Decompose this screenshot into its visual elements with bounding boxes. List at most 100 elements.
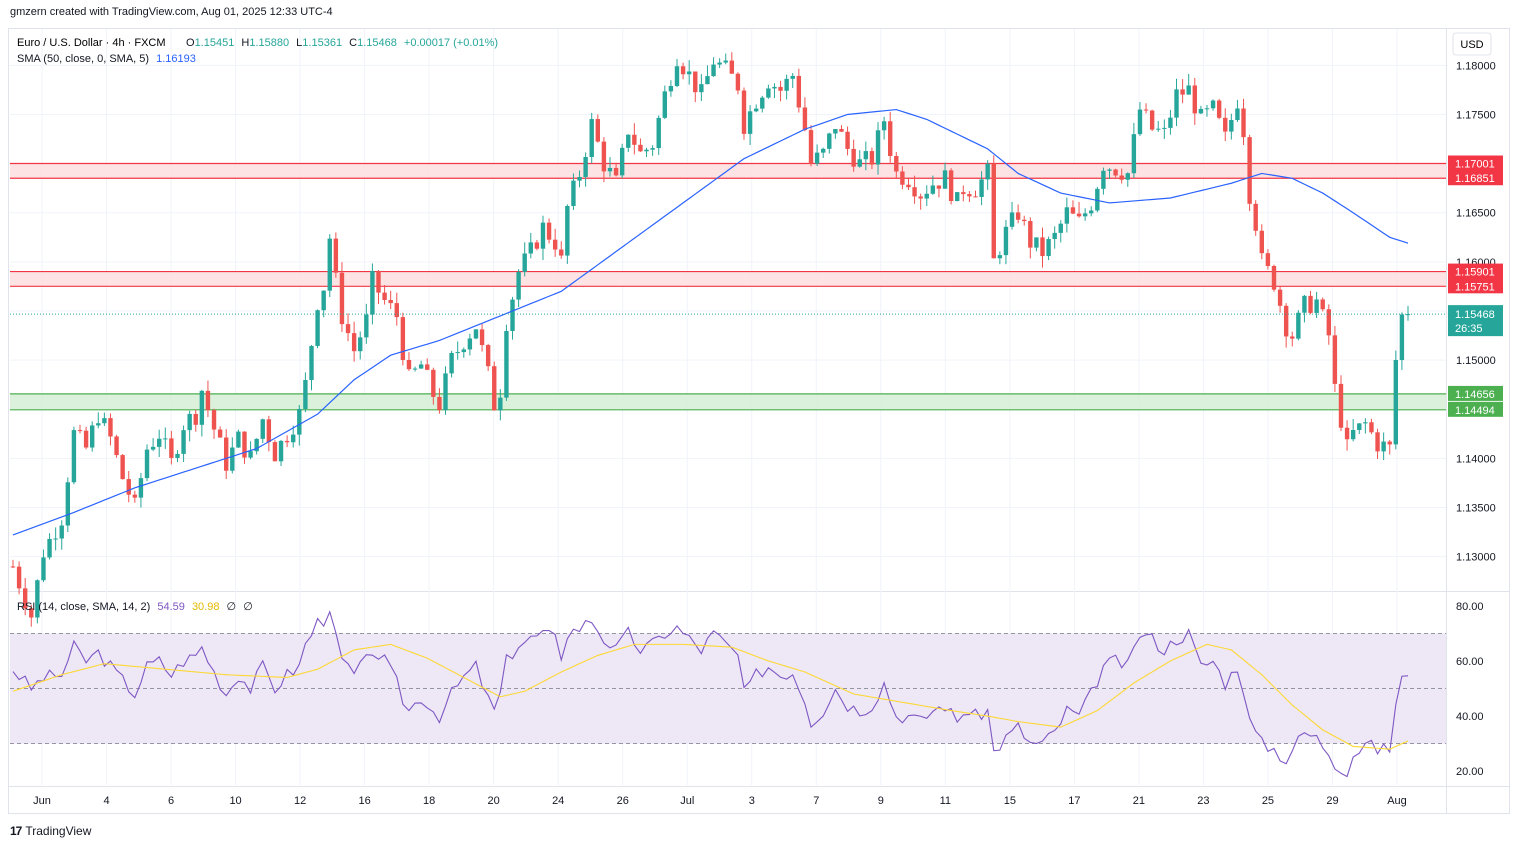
candle	[29, 604, 34, 627]
candle	[662, 85, 668, 119]
candle-body	[479, 329, 485, 346]
candle	[979, 171, 984, 206]
time-tick-label: Jun	[33, 795, 51, 807]
candle	[498, 389, 503, 421]
candle	[1302, 294, 1307, 323]
candle-body	[1162, 127, 1167, 129]
candle	[747, 105, 753, 146]
candle-body	[35, 580, 40, 618]
candle-body	[254, 438, 259, 452]
candle	[875, 122, 881, 175]
candle-body	[443, 373, 448, 411]
candle-body	[321, 290, 326, 311]
rsi-ma-line	[12, 643, 1409, 750]
candle	[1314, 291, 1319, 319]
candle	[473, 329, 479, 340]
candle	[187, 410, 192, 442]
candle	[1290, 331, 1295, 347]
time-tick-label: 6	[168, 795, 174, 807]
candle-body	[559, 249, 564, 256]
candle	[437, 388, 442, 414]
candle	[41, 549, 46, 583]
candle-body	[540, 222, 546, 249]
candle-body	[1363, 422, 1368, 424]
candle-body	[1344, 427, 1350, 440]
candle-body	[1216, 100, 1222, 118]
candle-body	[936, 185, 942, 189]
candle-body	[71, 430, 77, 483]
candle	[1064, 197, 1070, 233]
candle-body	[1326, 309, 1332, 336]
time-tick-label: Aug	[1387, 795, 1407, 807]
candle	[930, 175, 936, 195]
candle-body	[546, 222, 552, 240]
candle-body	[1125, 173, 1130, 180]
candle	[1271, 264, 1277, 292]
candle-body	[351, 333, 357, 352]
candle-body	[613, 167, 619, 176]
candle	[644, 147, 649, 158]
candle	[711, 57, 716, 77]
candle-body	[345, 324, 351, 334]
candle-body	[741, 90, 747, 134]
candle-body	[1101, 170, 1106, 189]
candle	[632, 123, 637, 155]
candle	[1247, 134, 1252, 212]
candle-body	[948, 170, 954, 202]
rsi-tick-label: 20.00	[1456, 766, 1484, 778]
candle-body	[1375, 432, 1380, 452]
price-tick-label: 1.13500	[1456, 502, 1496, 514]
candle	[1332, 325, 1338, 393]
candle-body	[760, 97, 765, 109]
candle-body	[297, 408, 302, 435]
candle-body	[955, 192, 960, 202]
candle-body	[565, 205, 570, 256]
candle	[613, 162, 619, 177]
sma-series	[12, 108, 1409, 536]
candle-body	[41, 557, 46, 581]
candle-body	[662, 91, 668, 118]
candle-body	[418, 364, 424, 369]
candle	[443, 366, 448, 415]
candle	[400, 312, 406, 366]
candle	[729, 52, 735, 74]
candle-body	[1064, 207, 1070, 224]
candle-body	[394, 303, 399, 318]
candle	[431, 367, 436, 405]
candle-body	[278, 440, 284, 462]
candle	[869, 147, 875, 170]
candle	[1009, 201, 1015, 230]
candle-body	[723, 60, 728, 63]
candle-body	[1241, 108, 1246, 138]
candle-body	[504, 330, 509, 398]
candle	[1186, 73, 1191, 95]
candle	[820, 147, 826, 158]
candle	[559, 241, 564, 259]
candle-body	[1089, 210, 1094, 214]
candlestick-series	[10, 52, 1411, 627]
candle	[236, 429, 241, 448]
candle-body	[230, 447, 235, 471]
price-tick-label: 1.17500	[1456, 109, 1496, 121]
candle-body	[467, 338, 473, 350]
candle	[1058, 220, 1063, 243]
candle-body	[644, 149, 649, 152]
candle-body	[1119, 175, 1124, 180]
candle	[1095, 186, 1100, 213]
candle	[1174, 78, 1179, 127]
candle-body	[711, 64, 716, 77]
candle	[1283, 303, 1289, 348]
candle-body	[16, 566, 22, 589]
candle-body	[364, 314, 369, 338]
candle-body	[1137, 109, 1143, 135]
candle-body	[900, 171, 905, 185]
attribution-caption: gmzern created with TradingView.com, Aug…	[10, 6, 333, 18]
candle-body	[1003, 226, 1009, 256]
candle-body	[814, 152, 820, 164]
candle-body	[47, 538, 52, 558]
candle-body	[845, 131, 850, 149]
candle-body	[376, 270, 381, 293]
resistance-zone	[10, 271, 1446, 287]
currency-button[interactable]: USD	[1452, 32, 1492, 56]
